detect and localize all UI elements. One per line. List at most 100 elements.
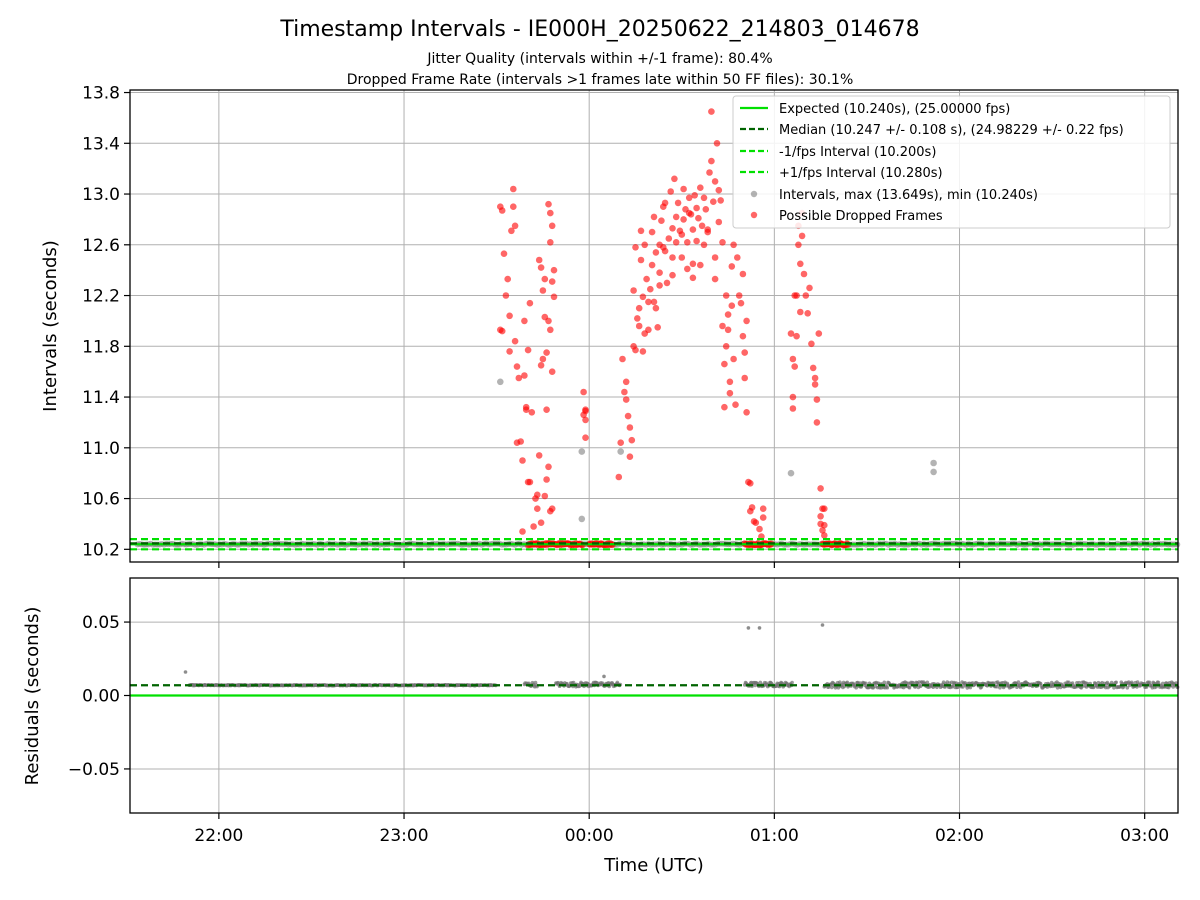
residuals-plot: −0.05 0.00 0.05 22:00 23:00 00:00 01:00 02:00 0… [22,577,1180,876]
dropped-frame-point [819,527,826,534]
dropped-frame-point [708,157,715,165]
dropped-frame-point [748,504,756,511]
dropped-frame-point [510,203,517,210]
dropped-frame-point [530,523,537,530]
dropped-frame-point [708,108,715,115]
dropped-frame-point [521,317,528,325]
legend-label-dropped: Possible Dropped Frames [779,209,943,224]
dropped-frame-point [789,393,797,401]
interval-point [617,448,624,455]
dropped-frame-point [511,337,519,345]
dropped-frame-point [678,231,686,238]
dropped-frame-point [730,241,737,249]
dropped-frame-point [719,239,726,246]
dropped-frame-point [635,304,643,312]
residual-point [183,670,188,674]
dropped-frame-point [641,241,648,249]
dropped-frame-point [517,438,524,445]
intervals-plot: 10.2 10.6 11.0 11.4 11.8 12.2 12.6 13.0 13.4 13.8… [40,84,1181,568]
dropped-frame-point [711,254,719,261]
dropped-frame-point [634,315,641,322]
residuals-y-label: Residuals (seconds) [22,607,43,786]
dropped-frame-point [534,491,541,499]
dropped-frame-point [643,275,650,283]
dropped-frame-point [691,192,698,199]
dropped-frame-point [656,282,663,289]
dropped-frame-point [522,406,530,414]
dropped-frame-point [722,343,730,350]
intervals-y-tick-label: 11.0 [82,439,120,459]
residual-point [1018,685,1023,690]
residuals-y-ticks: −0.05 0.00 0.05 [68,613,130,780]
dropped-frame-point [541,275,549,283]
dropped-frame-point [547,326,554,334]
dropped-frame-point [793,292,800,299]
dropped-frame-point [797,260,804,268]
dropped-frame-point [521,372,528,379]
interval-point [497,378,504,386]
dropped-frame-point [582,434,589,442]
residual-point [885,685,890,690]
intervals-plot-frame [129,89,1179,563]
x-tick-label: 03:00 [1120,826,1169,846]
chart-title: Timestamp Intervals - IE000H_20250622_21… [279,17,919,42]
dropped-frame-point [658,217,665,224]
dropped-frame-point [817,485,824,492]
dropped-frame-point [628,436,636,444]
dropped-frame-point [789,355,797,363]
residual-point [918,684,923,689]
legend-swatch-intervals [750,190,758,198]
dropped-frame-point [821,505,828,512]
residual-point [757,626,762,630]
dropped-frame-point [798,232,806,240]
dropped-frame-point [734,254,741,261]
dropped-frame-point [661,199,669,207]
dropped-frame-point [791,363,798,370]
dropped-frame-point [504,275,512,283]
chart-legend: Expected (10.240s), (25.00000 fps) Media… [732,95,1171,229]
dropped-frame-point [669,254,676,261]
dropped-frame-point [548,222,556,230]
interval-point [787,469,795,477]
dropped-frame-point [672,213,680,221]
dropped-frame-point [700,194,708,202]
dropped-frame-point [689,274,697,282]
dropped-frame-point [632,346,639,354]
dropped-frame-point [500,250,508,257]
dropped-frame-point [695,214,702,222]
dropped-frame-point [639,293,647,301]
intervals-y-label: Intervals (seconds) [40,240,61,412]
dropped-frame-point [804,310,811,317]
dropped-frame-point [795,241,802,249]
dropped-frame-point [617,439,624,447]
dropped-frame-point [582,406,589,414]
dropped-frame-point [547,239,554,246]
intervals-y-tick-label: 10.2 [82,540,120,560]
dropped-frame-point [626,424,634,431]
intervals-points [497,378,937,523]
dropped-frame-point [700,241,708,249]
interval-point [930,468,937,476]
dropped-frame-point [721,403,728,411]
dropped-frame-point [582,416,589,424]
intervals-y-tick-label: 11.8 [82,337,120,357]
dropped-frame-point [680,216,687,223]
dropped-frame-point [756,525,763,533]
dropped-frame-point [528,409,536,416]
legend-label-expected: Expected (10.240s), (25.00000 fps) [779,102,1010,117]
dropped-frame-point [550,293,558,301]
dropped-frame-point [722,292,730,299]
dropped-frame-point [537,519,545,526]
dropped-frame-point [545,200,552,208]
intervals-x-ticks [218,562,1146,568]
dropped-frame-point [737,299,745,307]
dropped-frame-point [543,476,550,483]
dropped-frame-point [802,292,810,299]
dropped-frame-point [685,194,693,202]
legend-label-median: Median (10.247 +/- 0.108 s), (24.98229 +… [779,123,1124,138]
intervals-y-tick-label: 13.0 [82,185,120,205]
dropped-frame-point [809,364,817,372]
interval-point [578,448,586,455]
dropped-frame-point [541,492,549,500]
